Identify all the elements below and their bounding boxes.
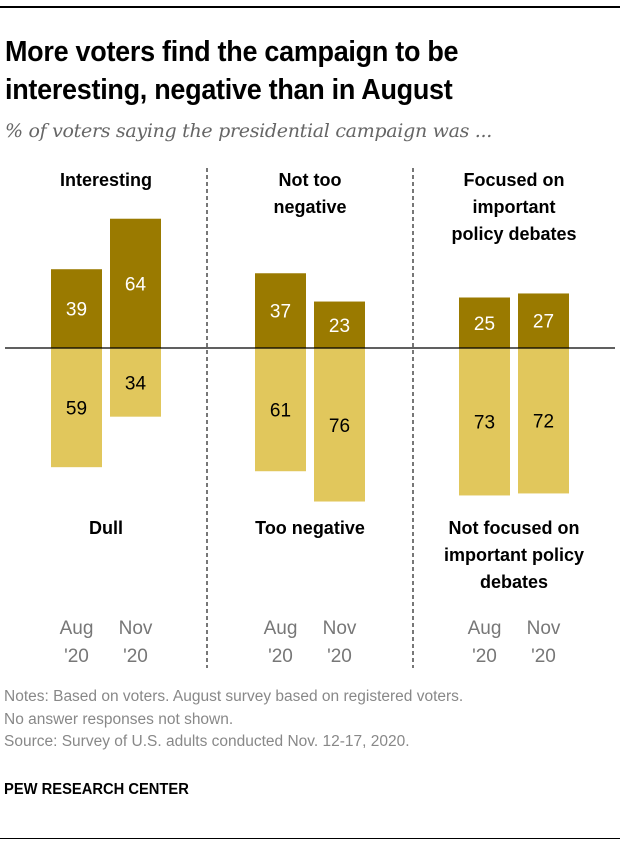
- notes: Notes: Based on voters. August survey ba…: [4, 686, 463, 754]
- data-label-negative: 72: [533, 412, 554, 433]
- data-label-negative: 73: [474, 413, 495, 434]
- panel-2-bottom-label: Too negative: [255, 518, 365, 538]
- panel-3-top-label: Focused on: [463, 170, 564, 190]
- panel-3-bottom-label: Not focused on: [449, 518, 580, 538]
- data-label-positive: 37: [270, 302, 291, 323]
- category-tick-label: Nov: [119, 618, 153, 639]
- category-tick-label: Aug: [264, 618, 298, 639]
- category-tick-label: '20: [268, 646, 293, 667]
- bar-dull-aug: [51, 348, 102, 468]
- category-tick-label: '20: [123, 646, 148, 667]
- panel-3-bottom-label: important policy: [444, 545, 584, 565]
- data-label-positive: 39: [66, 300, 87, 321]
- data-label-positive: 23: [329, 316, 350, 337]
- top-rule: [0, 6, 620, 8]
- chart-subtitle: % of voters saying the presidential camp…: [5, 120, 493, 142]
- panel-3-top-label: policy debates: [451, 224, 576, 244]
- data-label-positive: 64: [125, 274, 147, 295]
- category-tick-label: '20: [64, 646, 89, 667]
- bar-focused-on-important-policy-debates-aug: [459, 297, 510, 348]
- bar-not-too-negative-aug: [255, 273, 306, 348]
- bar-interesting-nov: [110, 218, 161, 348]
- data-label-negative: 76: [329, 416, 350, 437]
- category-tick-label: Aug: [60, 618, 94, 639]
- panel-1-bottom-label: Dull: [89, 518, 123, 538]
- title-line-1: More voters find the campaign to be: [5, 36, 459, 68]
- bar-not-focused-on-important-policy-debates-nov: [518, 348, 569, 494]
- category-tick-label: '20: [327, 646, 352, 667]
- data-label-positive: 27: [533, 312, 554, 333]
- bar-focused-on-important-policy-debates-nov: [518, 293, 569, 348]
- category-tick-label: Aug: [468, 618, 502, 639]
- panel-3-top-label: important: [473, 197, 556, 217]
- bottom-rule: [0, 838, 620, 839]
- category-tick-label: Nov: [323, 618, 357, 639]
- panel-3-bottom-label: debates: [480, 572, 548, 592]
- brand-logo-text: PEW RESEARCH CENTER: [4, 781, 189, 798]
- title-line-2: interesting, negative than in August: [5, 74, 453, 106]
- data-label-negative: 61: [270, 401, 291, 422]
- notes-line-1: Notes: Based on voters. August survey ba…: [4, 688, 464, 705]
- category-tick-label: '20: [531, 646, 556, 667]
- panel-2-top-label: negative: [273, 197, 346, 217]
- data-label-negative: 34: [125, 373, 147, 394]
- bar-not-focused-on-important-policy-debates-aug: [459, 348, 510, 496]
- data-label-positive: 25: [474, 314, 495, 335]
- chart-title: More voters find the campaign to be inte…: [5, 33, 572, 109]
- panel-1-top-label: Interesting: [60, 170, 152, 190]
- category-tick-label: Nov: [527, 618, 561, 639]
- bar-dull-nov: [110, 348, 161, 417]
- data-label-negative: 59: [66, 399, 87, 420]
- notes-line-2: No answer responses not shown.: [4, 710, 234, 728]
- bar-too-negative-nov: [314, 348, 365, 502]
- bar-too-negative-aug: [255, 348, 306, 472]
- panel-2-top-label: Not too: [279, 170, 342, 190]
- source-line: Source: Survey of U.S. adults conducted …: [4, 733, 410, 750]
- bar-not-too-negative-nov: [314, 301, 365, 348]
- category-tick-label: '20: [472, 646, 497, 667]
- bar-interesting-aug: [51, 269, 102, 348]
